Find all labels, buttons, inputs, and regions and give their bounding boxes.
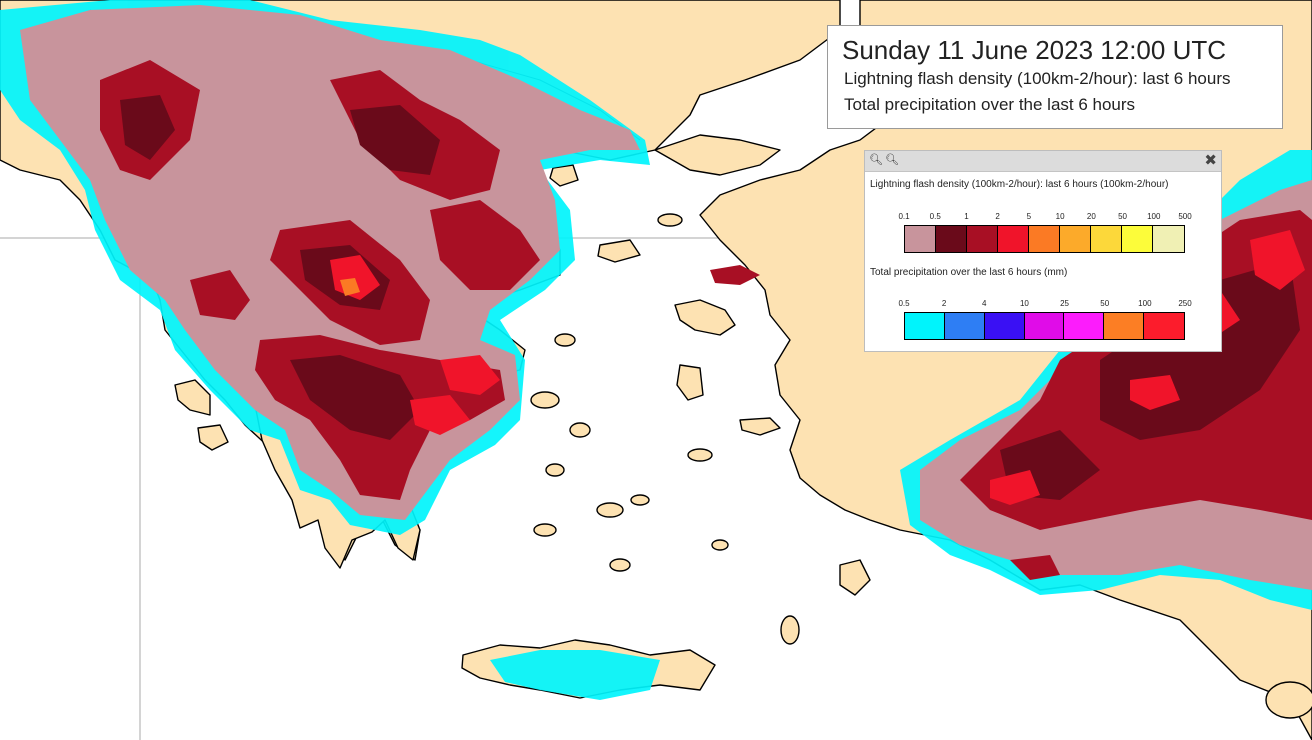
precip-legend-swatch: [984, 313, 1025, 339]
precip-legend-tick: 50: [1100, 299, 1110, 308]
thasos: [549, 164, 579, 187]
island-ikaria: [687, 448, 713, 462]
lightning-legend-ticks: 0.1 0.5 1 2 5 10 20 50 100 500: [865, 212, 1223, 222]
island-syros: [545, 463, 565, 477]
precip-legend-swatch: [1024, 313, 1065, 339]
map-title-box: Sunday 11 June 2023 12:00 UTC Lightning …: [827, 25, 1283, 129]
precip-color-bar: [904, 312, 1185, 340]
lightning-legend-swatch: [1153, 226, 1184, 252]
lightning-legend-tick: 10: [1055, 212, 1065, 221]
lightning-legend-swatch: [1091, 226, 1122, 252]
precip-legend-tick: 100: [1138, 299, 1152, 308]
rhodes: [839, 559, 871, 596]
zoom-in-icon[interactable]: 🔍︎: [869, 154, 883, 166]
island-imbros: [657, 213, 683, 227]
kefalonia: [197, 424, 229, 451]
lightning-legend-tick: 20: [1086, 212, 1096, 221]
lightning-legend-swatch: [905, 226, 936, 252]
legend-panel: 🔍︎ 🔍︎ ✖ Lightning flash density (100km-2…: [864, 150, 1222, 352]
lightning-legend-swatch: [1060, 226, 1091, 252]
ionian-islands: [174, 379, 211, 416]
precip-legend-swatch: [1144, 313, 1184, 339]
island-milos: [533, 523, 557, 537]
lightning-legend-tick: 1: [964, 212, 969, 221]
island-karpathos: [780, 615, 800, 645]
lightning-legend-tick: 50: [1118, 212, 1127, 221]
precip-legend-swatch: [1104, 313, 1145, 339]
lightning-legend-tick: 2: [995, 212, 1000, 221]
precip-legend-ticks: 0.5 2 4 10 25 50 100 250: [865, 299, 1223, 309]
island-skyros: [554, 333, 576, 347]
island-andros: [530, 391, 560, 409]
precip-legend-tick: 0.5: [898, 299, 910, 308]
precip-legend-tick: 250: [1178, 299, 1192, 308]
date-title: Sunday 11 June 2023 12:00 UTC: [842, 35, 1227, 65]
lightning-legend-tick: 0.1: [898, 212, 910, 221]
lightning-legend-swatch: [1029, 226, 1060, 252]
lightning-subtitle: Lightning flash density (100km-2/hour): …: [844, 69, 1231, 88]
samos: [739, 417, 781, 436]
lightning-legend-swatch: [1122, 226, 1153, 252]
precip-legend-tick: 4: [982, 299, 987, 308]
island-astypalea: [711, 539, 729, 551]
island-amorgos: [630, 494, 650, 506]
lightning-legend-swatch: [967, 226, 998, 252]
precip-legend-tick: 25: [1060, 299, 1070, 308]
lightning-legend-tick: 5: [1026, 212, 1032, 221]
precip-legend-tick: 2: [941, 299, 947, 308]
precip-legend-swatch: [944, 313, 985, 339]
precip-subtitle: Total precipitation over the last 6 hour…: [844, 95, 1136, 114]
island-naxos: [596, 502, 624, 518]
precip-legend-swatch: [1064, 313, 1105, 339]
gallipoli: [654, 134, 781, 176]
precip-legend-heading: Total precipitation over the last 6 hour…: [870, 267, 1068, 278]
legend-toolbar: 🔍︎ 🔍︎ ✖: [865, 151, 1221, 172]
lesbos: [674, 299, 736, 336]
close-icon[interactable]: ✖: [1204, 152, 1217, 169]
lightning-legend-heading: Lightning flash density (100km-2/hour): …: [870, 179, 1169, 190]
chios: [676, 364, 704, 401]
lightning-legend-tick: 100: [1147, 212, 1161, 221]
precip-legend-swatch: [905, 313, 945, 339]
zoom-out-icon[interactable]: 🔍︎: [885, 154, 899, 166]
precip-legend-tick: 10: [1019, 299, 1029, 308]
lightning-legend-swatch: [998, 226, 1029, 252]
lightning-color-bar: [904, 225, 1185, 253]
lightning-legend-tick: 0.5: [929, 212, 941, 221]
cyprus-edge: [1265, 681, 1312, 719]
island-santorini: [609, 558, 631, 572]
lightning-legend-swatch: [936, 226, 967, 252]
lightning-legend-tick: 500: [1178, 212, 1192, 221]
island-tinos: [569, 422, 591, 438]
lemnos: [597, 239, 641, 263]
